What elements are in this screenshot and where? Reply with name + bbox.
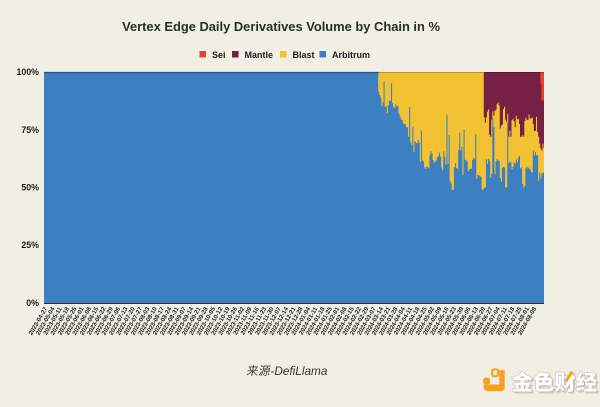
svg-text:75%: 75% bbox=[21, 125, 39, 135]
svg-text:25%: 25% bbox=[21, 240, 39, 250]
svg-text:Mantle: Mantle bbox=[245, 50, 274, 60]
svg-text:Vertex Edge Daily Derivatives: Vertex Edge Daily Derivatives Volume by … bbox=[122, 19, 440, 34]
svg-text:Blast: Blast bbox=[293, 50, 315, 60]
svg-text:0%: 0% bbox=[26, 298, 39, 308]
svg-text:Sei: Sei bbox=[212, 50, 226, 60]
svg-text:50%: 50% bbox=[21, 183, 39, 193]
svg-text:Arbitrum: Arbitrum bbox=[332, 50, 370, 60]
svg-text:-DefiLlama: -DefiLlama bbox=[270, 364, 327, 378]
svg-text:100%: 100% bbox=[17, 67, 40, 77]
